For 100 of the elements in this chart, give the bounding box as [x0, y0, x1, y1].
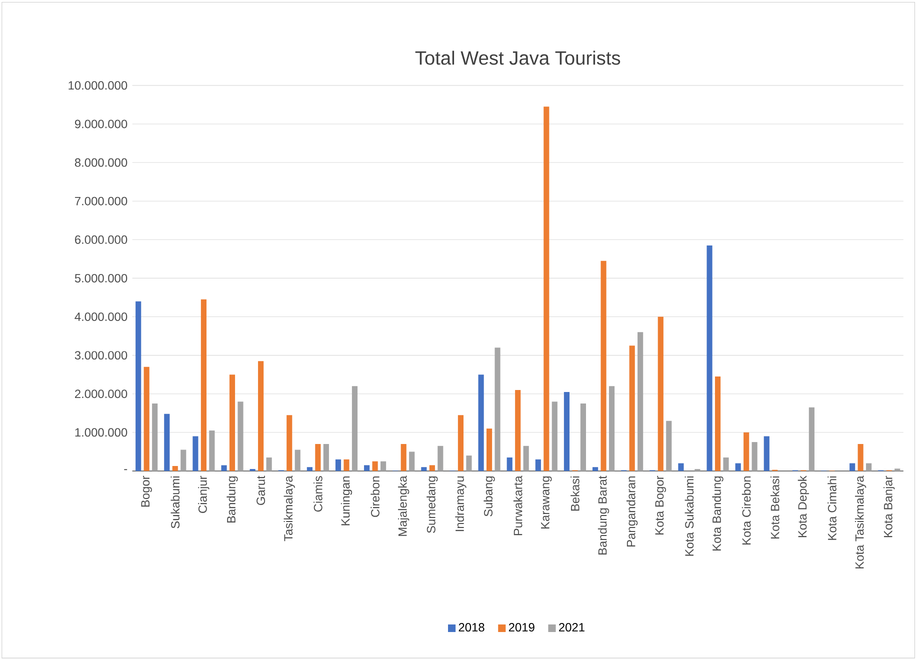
x-tick-label: Indramayu [455, 476, 466, 532]
bar [164, 414, 170, 471]
x-tick-label: Kota Bekasi [770, 476, 780, 539]
bar [315, 444, 321, 471]
bar [136, 301, 142, 471]
x-tick-label: Sukabumi [170, 476, 180, 528]
bar [221, 465, 227, 471]
bar [372, 461, 378, 471]
x-tick-label: Purwakarta [513, 476, 522, 536]
bar [564, 392, 570, 471]
y-tick-label: 10.000.000 [68, 81, 128, 90]
bar [735, 463, 741, 471]
bar [744, 432, 750, 471]
bar [458, 415, 464, 471]
bar [152, 404, 158, 471]
bar [486, 428, 492, 471]
bar [400, 444, 406, 471]
x-tick-label: Bandung Barat [598, 476, 610, 554]
x-tick-label: Kota Tasikmalaya [854, 476, 866, 568]
bar [344, 459, 350, 471]
x-tick-label: Cianjur [198, 476, 210, 513]
bar [808, 407, 814, 471]
bar [180, 450, 186, 471]
bar [466, 456, 472, 471]
x-tick-label: Tasikmalaya [284, 476, 295, 542]
y-tick-label: 2.000.000 [75, 390, 128, 398]
bar [629, 346, 635, 471]
x-tick-label: Kota Banjar [884, 476, 895, 538]
bar [678, 463, 684, 471]
bar [494, 348, 500, 471]
bar [364, 465, 370, 471]
y-tick-label: - [124, 469, 128, 470]
bar [286, 415, 292, 471]
bar [723, 457, 729, 471]
bar [429, 465, 435, 471]
bar [335, 459, 342, 471]
bar [850, 463, 856, 471]
bar [323, 444, 329, 471]
bar [658, 316, 664, 471]
x-tick-label: Kota Bandung [712, 476, 724, 550]
bar [866, 463, 872, 471]
x-tick-label: Karawang [541, 476, 552, 529]
bar [544, 106, 550, 471]
x-tick-label: Garut [256, 476, 266, 505]
y-tick-label: 9.000.000 [74, 120, 128, 128]
bar [192, 436, 198, 471]
bar [238, 402, 244, 471]
bar [478, 374, 484, 471]
chart-title: Total West Java Tourists [415, 50, 620, 65]
bar [608, 386, 615, 471]
bar [515, 390, 521, 471]
bar [592, 467, 598, 471]
bar [438, 446, 444, 471]
bar [600, 260, 606, 471]
x-tick-label: Pangandaran [626, 476, 638, 547]
bar [144, 366, 150, 471]
bar [752, 442, 758, 471]
bar [638, 332, 644, 471]
bar [352, 386, 358, 471]
x-tick-label: Bekasi [570, 476, 580, 511]
legend-label: 2021 [559, 623, 584, 632]
x-tick-label: Sumedang [426, 476, 438, 533]
x-tick-label: Kuningan [340, 476, 352, 526]
bar [258, 361, 264, 471]
bar [409, 452, 415, 471]
bar [706, 245, 712, 471]
x-tick-label: Bandung [226, 476, 238, 523]
bar [764, 436, 770, 471]
x-tick-label: Ciamis [314, 476, 322, 512]
bar [200, 299, 206, 471]
y-tick-label: 8.000.000 [74, 158, 128, 167]
x-tick-label: Subang [484, 476, 495, 516]
x-tick-label: Bogor [141, 476, 152, 507]
y-tick-label: 3.000.000 [74, 351, 128, 360]
bar [266, 457, 272, 471]
bar [580, 404, 586, 471]
bar [552, 402, 558, 471]
x-tick-label: Kota Cirebon [742, 476, 751, 544]
bar [523, 446, 529, 471]
y-tick-label: 4.000.000 [74, 312, 128, 322]
x-tick-label: Kota Depok [798, 476, 810, 538]
legend-label: 2019 [508, 623, 534, 632]
bar [666, 420, 672, 471]
bar [209, 430, 215, 471]
y-tick-label: 7.000.000 [75, 196, 128, 206]
bar [380, 461, 386, 471]
x-tick-label: Majalengka [398, 476, 410, 536]
bar [858, 444, 864, 471]
bar [306, 467, 312, 471]
bar [714, 376, 721, 471]
bar [506, 457, 512, 471]
bar [535, 459, 541, 471]
x-tick-label: Cirebon [370, 476, 380, 517]
bar [294, 450, 300, 471]
x-tick-label: Kota Sukabumi [684, 476, 694, 556]
y-tick-label: 1.000.000 [75, 428, 128, 437]
bar [421, 467, 427, 471]
bar [229, 374, 236, 471]
y-tick-label: 6.000.000 [75, 235, 128, 244]
legend-label: 2018 [458, 623, 484, 632]
